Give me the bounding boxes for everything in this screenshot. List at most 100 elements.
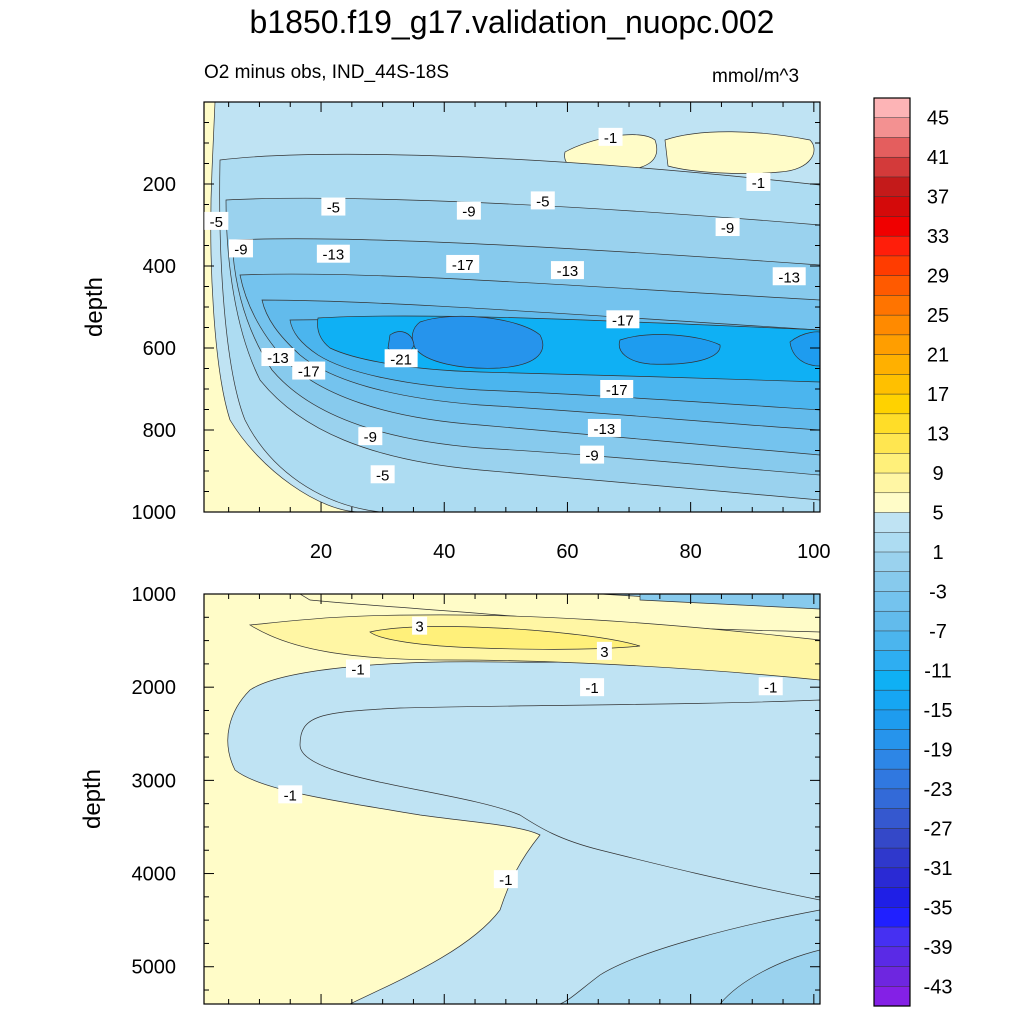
y-tick-label: 4000: [132, 864, 177, 886]
colorbar-box: [873, 413, 911, 435]
colorbar-box: [873, 689, 911, 711]
contour-label: -9: [358, 427, 383, 446]
svg-text:-13: -13: [594, 421, 616, 438]
contour-label: -1: [493, 870, 518, 889]
colorbar-box: [873, 532, 911, 553]
contour-label: -13: [587, 418, 621, 438]
y-tick-label: 800: [143, 420, 176, 442]
colorbar-box: [873, 610, 911, 632]
contour-label: 3: [596, 641, 612, 661]
svg-text:-5: -5: [327, 200, 340, 217]
colorbar-box: [873, 768, 911, 790]
colorbar: 45 41 37 33 29 25 21 17 13 9 5 1 -3 -7 -11 -15 -19 -23 -27…: [873, 97, 953, 1007]
colorbar-box: [873, 453, 911, 474]
svg-text:-13: -13: [778, 269, 800, 286]
colorbar-box: [873, 176, 911, 198]
contour-label: -17: [606, 310, 640, 329]
contour-label: -5: [530, 191, 555, 210]
colorbar-label: -43: [924, 976, 953, 998]
chart-subtitle: O2 minus obs, IND_44S-18S: [204, 62, 450, 83]
svg-text:-17: -17: [298, 364, 320, 381]
colorbar-label: 17: [927, 384, 949, 406]
chart-title: b1850.f19_g17.validation_nuopc.002: [249, 4, 775, 40]
contour-label: -17: [292, 361, 326, 381]
svg-text:-5: -5: [376, 467, 389, 484]
svg-text:-1: -1: [604, 130, 617, 147]
colorbar-box: [873, 591, 911, 612]
colorbar-label: 41: [927, 147, 949, 169]
colorbar-box: [873, 709, 911, 731]
colorbar-label: -11: [924, 660, 951, 682]
upper-ylabel: depth: [81, 277, 108, 337]
colorbar-box: [873, 907, 911, 928]
contour-label: -17: [446, 254, 480, 274]
svg-text:-1: -1: [351, 662, 364, 679]
upper-contour-labels: -1 -1 -5 -5 -5 -9 -9 -9 -13 -13 -13 -13 -17 -17 -17 -17…: [204, 127, 806, 484]
colorbar-label: -3: [929, 581, 947, 603]
contour-label: -1: [580, 678, 605, 697]
colorbar-label: 37: [927, 187, 949, 209]
svg-text:-17: -17: [606, 382, 628, 399]
contour-label: -9: [456, 201, 481, 221]
colorbar-box: [873, 433, 911, 454]
contour-label: -13: [550, 261, 584, 280]
colorbar-box: [873, 275, 911, 296]
y-tick-label: 1000: [132, 502, 177, 524]
colorbar-label: -19: [924, 739, 953, 761]
upper-axes: 20 40 60 80 100 200 400 600 800 1000: [132, 101, 831, 563]
svg-text:-1: -1: [752, 175, 765, 192]
colorbar-box: [873, 334, 911, 356]
colorbar-box: [873, 788, 911, 810]
svg-text:-1: -1: [764, 679, 777, 696]
y-tick-label: 200: [143, 174, 176, 196]
svg-text:-17: -17: [612, 312, 634, 329]
colorbar-box: [873, 137, 911, 158]
svg-text:3: 3: [600, 644, 608, 661]
y-tick-label: 600: [143, 338, 176, 360]
colorbar-label: -15: [924, 700, 953, 722]
colorbar-box: [873, 926, 911, 948]
colorbar-box: [873, 97, 911, 119]
colorbar-box: [873, 670, 911, 691]
svg-text:-13: -13: [267, 350, 289, 367]
x-tick-label: 80: [680, 541, 702, 563]
colorbar-label: 25: [927, 305, 949, 327]
colorbar-box: [873, 887, 911, 908]
svg-text:-1: -1: [585, 680, 598, 697]
svg-text:-9: -9: [721, 220, 734, 237]
contour-label: -1: [346, 659, 370, 679]
y-tick-label: 3000: [132, 770, 177, 792]
contour-label: -17: [600, 380, 634, 399]
svg-text:-5: -5: [210, 214, 223, 231]
colorbar-box: [873, 374, 911, 395]
x-tick-label: 20: [310, 541, 332, 563]
y-tick-label: 1000: [132, 584, 177, 606]
lower-panel-fill: [204, 594, 820, 1004]
colorbar-box: [873, 354, 911, 375]
colorbar-box: [873, 117, 911, 139]
colorbar-box: [873, 472, 911, 494]
colorbar-label: 45: [927, 108, 949, 130]
colorbar-label: -7: [929, 621, 947, 643]
colorbar-box: [873, 867, 911, 889]
contour-label: -21: [384, 349, 418, 368]
contour-label: -9: [580, 445, 605, 465]
colorbar-box: [873, 729, 911, 750]
colorbar-label: 9: [932, 463, 943, 485]
svg-text:-17: -17: [452, 257, 474, 274]
lower-ylabel: depth: [79, 769, 106, 829]
y-tick-label: 5000: [132, 957, 177, 979]
x-tick-label: 60: [556, 541, 578, 563]
colorbar-box: [873, 749, 911, 770]
y-tick-label: 2000: [132, 677, 177, 699]
lower-contour-labels: 3 3 -1 -1 -1 -1 -1: [278, 616, 783, 889]
colorbar-box: [873, 216, 911, 237]
colorbar-box: [873, 828, 911, 849]
colorbar-box: [873, 630, 911, 652]
svg-text:-9: -9: [585, 448, 598, 465]
svg-text:-1: -1: [499, 872, 512, 889]
colorbar-label: -31: [924, 858, 953, 880]
svg-text:-9: -9: [234, 241, 247, 258]
svg-text:3: 3: [415, 619, 423, 636]
